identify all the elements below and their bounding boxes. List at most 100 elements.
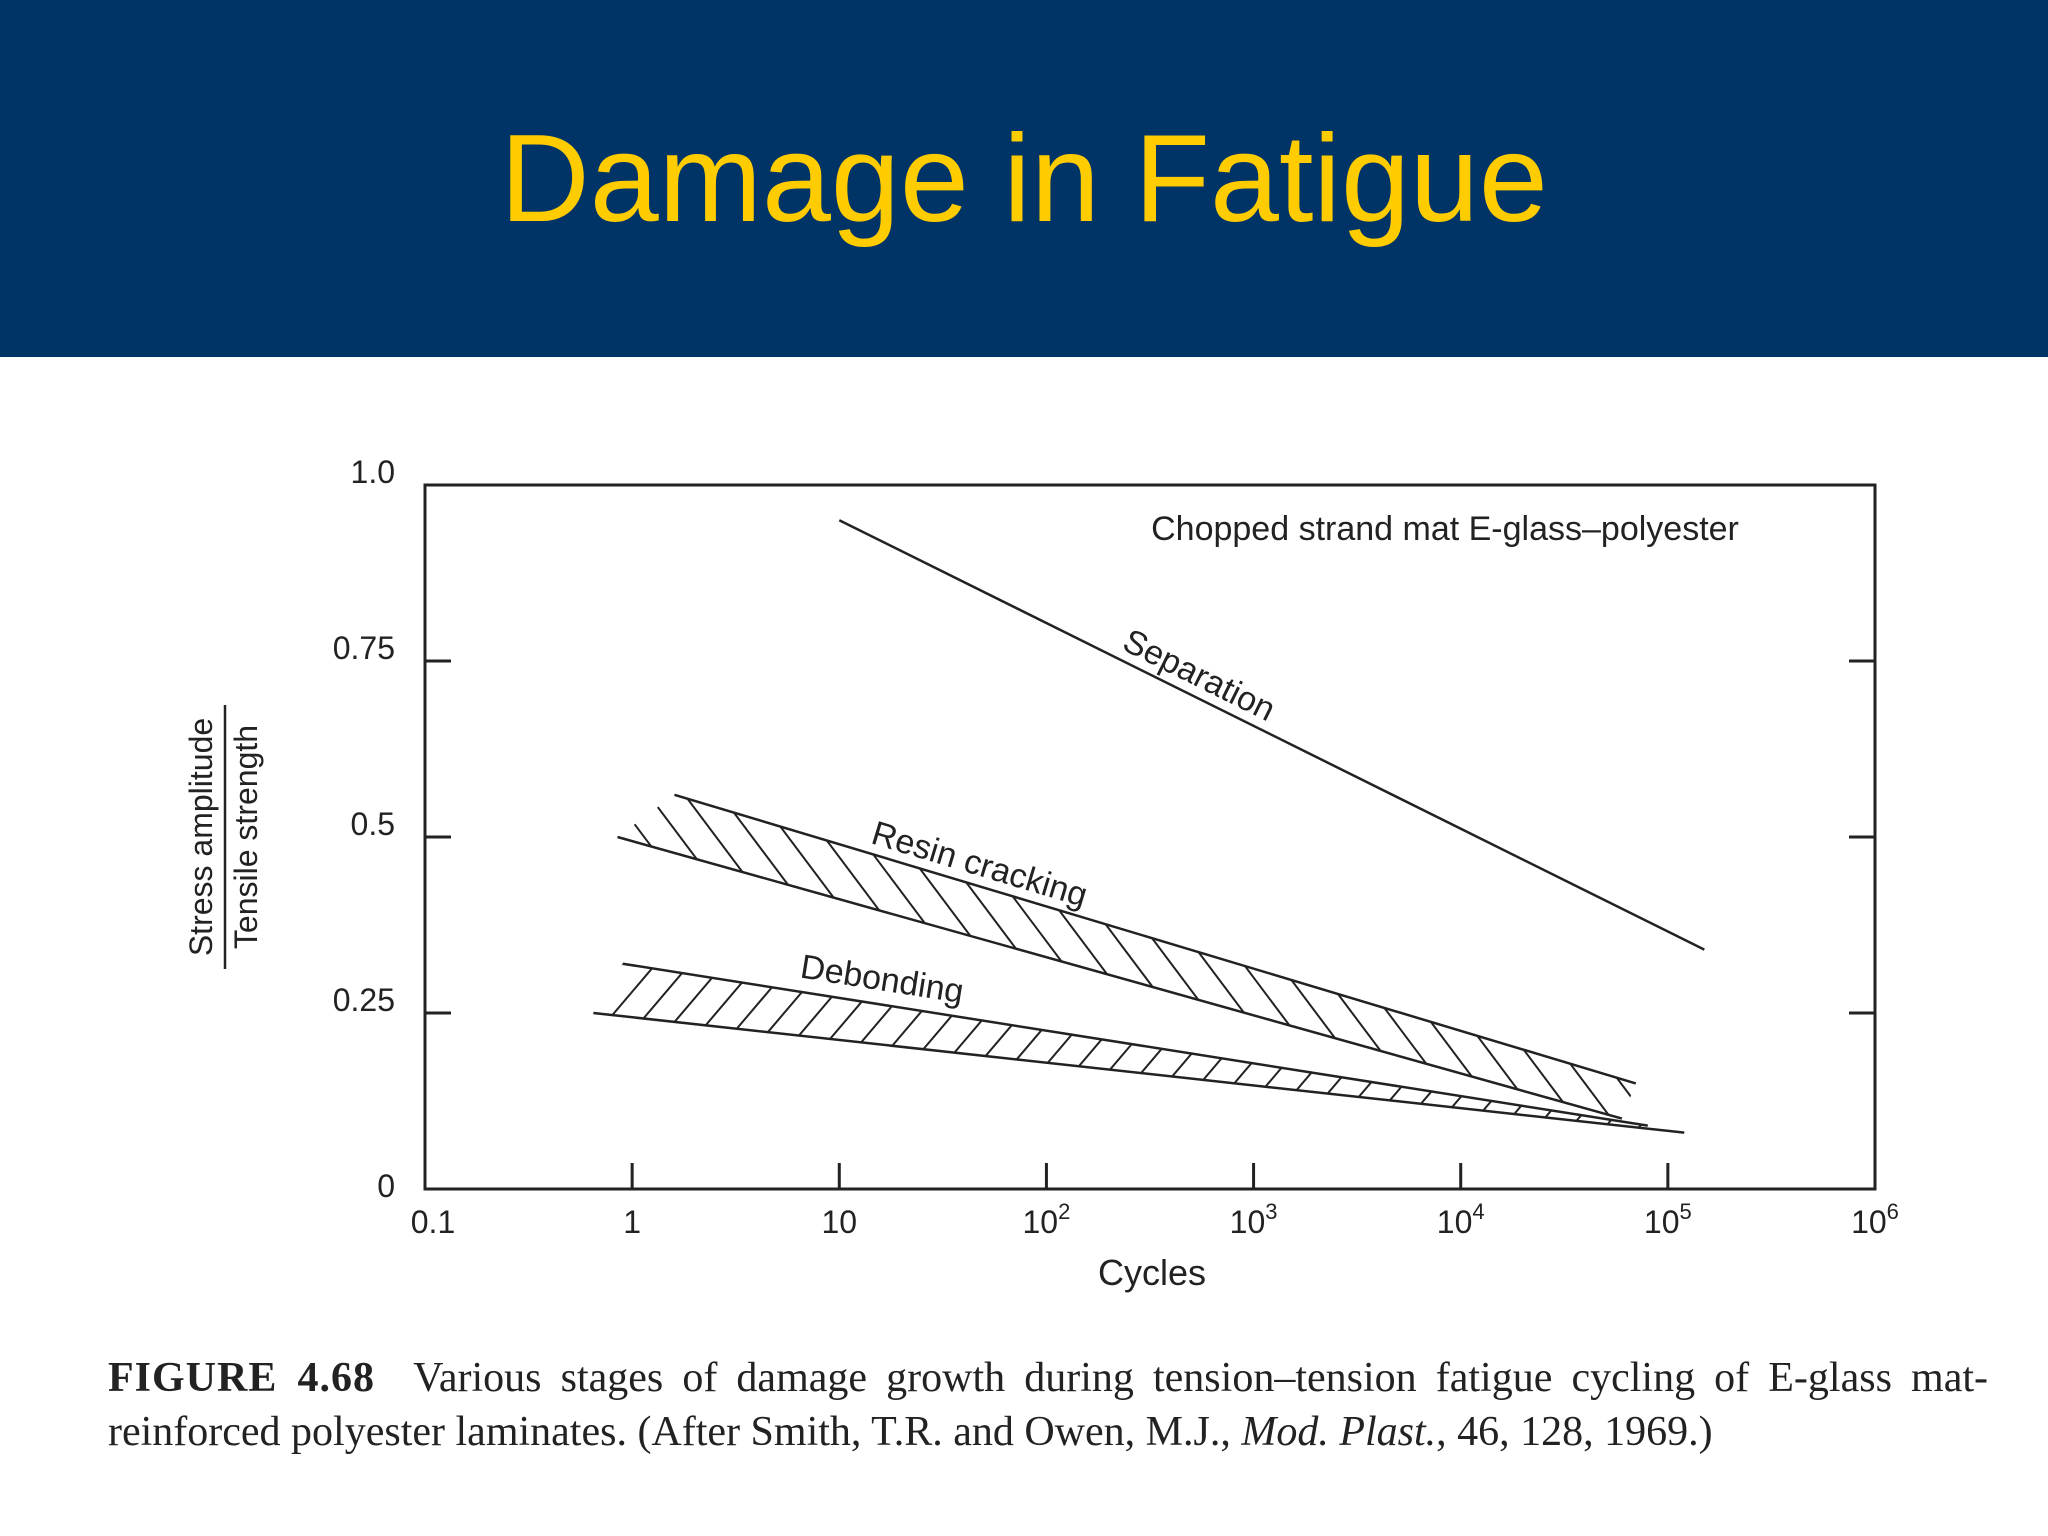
x-tick-label-base: 10 (821, 1204, 857, 1240)
resin-hatch-line (1280, 794, 1556, 1119)
x-tick-label: 102 (1023, 1199, 1071, 1240)
x-tick-label: 0.1 (411, 1204, 455, 1240)
debond-hatch (393, 944, 2033, 1153)
separation-line (838, 519, 1705, 951)
x-tick-label-base: 10 (1023, 1204, 1059, 1240)
debond-hatch-line (630, 963, 810, 1133)
resin-hatch-line (1424, 794, 1636, 1119)
fatigue-damage-chart: 00.250.50.751.0 0.1 1 10 102 103 104 105 106 Se… (183, 454, 2048, 1293)
x-tick-label-base: 10 (1851, 1204, 1887, 1240)
debond-hatch-line (1446, 963, 1626, 1133)
resin-hatch-line (1352, 794, 1628, 1119)
debond-hatch-line (1310, 963, 1490, 1133)
y-axis-label-denominator: Tensile strength (228, 725, 264, 949)
x-tick-label: 104 (1437, 1199, 1485, 1240)
debond-hatch-line (1378, 963, 1558, 1133)
x-tick-label: 106 (1851, 1199, 1899, 1240)
resin-hatch-line (992, 794, 1268, 1119)
x-tick-label-base: 0.1 (411, 1204, 455, 1240)
slide-title: Damage in Fatigue (500, 109, 1548, 248)
chart-subtitle: Chopped strand mat E-glass–polyester (1151, 510, 1739, 548)
debond-hatch-line (1719, 944, 1897, 1153)
x-tick-label: 105 (1644, 1199, 1692, 1240)
slide-header-bar (0, 0, 2048, 357)
figure-caption-journal: Mod. Plast. (1241, 1409, 1437, 1455)
resin-hatch-line (1316, 794, 1592, 1119)
x-tick-label-base: 10 (1437, 1204, 1473, 1240)
y-tick-label: 1.0 (351, 454, 395, 490)
x-tick-label-exponent: 2 (1058, 1199, 1070, 1224)
resin-hatch-line (1532, 794, 1636, 1119)
y-axis-label-numerator: Stress amplitude (183, 718, 219, 956)
resin-hatch-line (1568, 794, 1636, 1119)
debond-hatch-line (1616, 963, 1685, 1133)
y-axis-label: Stress amplitude Tensile strength (183, 705, 264, 969)
resin-lower-line (617, 835, 1623, 1120)
figure-caption-label: FIGURE 4.68 (108, 1355, 375, 1401)
resin-hatch-line (1064, 794, 1340, 1119)
plot-frame (423, 483, 1877, 1191)
resin-hatch-line (1642, 775, 1915, 1139)
debond-hatch-line (1685, 944, 1863, 1153)
x-tick-label-exponent: 6 (1887, 1199, 1899, 1224)
resin-hatch-line (956, 794, 1232, 1119)
debond-hatch-line (1106, 963, 1286, 1133)
series-label: Separation (1117, 622, 1281, 729)
resin-hatch-line (1678, 775, 1951, 1139)
x-axis-label: Cycles (1098, 1252, 1206, 1293)
x-tick-label: 1 (623, 1204, 641, 1240)
debond-hatch-line (593, 963, 606, 1133)
x-tick-label-exponent: 4 (1472, 1199, 1484, 1224)
y-tick-label: 0.75 (333, 630, 395, 666)
debond-hatch-line (1582, 963, 1685, 1133)
resin-hatch-line (1786, 775, 2048, 1139)
resin-hatch-line (1028, 794, 1304, 1119)
resin-hatch-line (1388, 794, 1636, 1119)
debond-upper-line (622, 962, 1648, 1127)
figure-caption: FIGURE 4.68 Various stages of damage gro… (108, 1351, 1988, 1459)
debond-hatch-line (593, 963, 742, 1133)
x-tick-label-base: 10 (1644, 1204, 1680, 1240)
debond-hatch-line (1174, 963, 1354, 1133)
debond-hatch-line (593, 963, 674, 1133)
debond-hatch-line (1208, 963, 1388, 1133)
debond-hatch-line (596, 963, 776, 1133)
debond-hatch-line (593, 963, 708, 1133)
debond-hatch-line (1514, 963, 1685, 1133)
x-tick-label-exponent: 3 (1265, 1199, 1277, 1224)
series-label: Debonding (798, 948, 966, 1011)
debond-lower-line (593, 1011, 1685, 1134)
x-tick-label-exponent: 5 (1680, 1199, 1692, 1224)
resin-hatch-line (617, 794, 764, 1119)
resin-hatch-line (1714, 775, 1987, 1139)
resin-hatch-line (1604, 794, 1636, 1119)
debond-hatch-line (1412, 963, 1592, 1133)
debond-hatch-line (393, 944, 571, 1153)
y-tick-label: 0.25 (333, 982, 395, 1018)
resin-hatch-line (617, 794, 728, 1119)
debond-hatch-line (1821, 944, 1999, 1153)
y-tick-label: 0 (377, 1168, 395, 1204)
resin-hatch-line (617, 794, 800, 1119)
y-axis-ticks: 0 0.25 0.5 0.75 1.0 (333, 454, 1875, 1204)
debond-hatch-line (593, 963, 640, 1133)
y-tick-label: 0.5 (351, 806, 395, 842)
x-tick-label-base: 10 (1230, 1204, 1266, 1240)
resin-hatch-line (1750, 775, 2023, 1139)
x-tick-label-base: 1 (623, 1204, 641, 1240)
debond-hatch-line (1855, 944, 2033, 1153)
debond-hatch-line (1753, 944, 1931, 1153)
figure-caption-ref: , 46, 128, 1969.) (1436, 1409, 1713, 1455)
resin-hatch-line (1822, 775, 2048, 1139)
x-axis-ticks: 0.1 1 10 102 103 104 105 106 (411, 1163, 1899, 1240)
figure-caption-text: Various stages of damage growth during t… (108, 1355, 1988, 1455)
resin-hatch-line (920, 794, 1196, 1119)
x-tick-label: 103 (1230, 1199, 1278, 1240)
debond-hatch-line (1038, 963, 1218, 1133)
debond-hatch-line (1650, 963, 1685, 1133)
resin-hatch-line (617, 794, 692, 1119)
x-tick-label: 10 (821, 1204, 857, 1240)
debond-hatch-line (970, 963, 1150, 1133)
debond-hatch-line (1242, 963, 1422, 1133)
